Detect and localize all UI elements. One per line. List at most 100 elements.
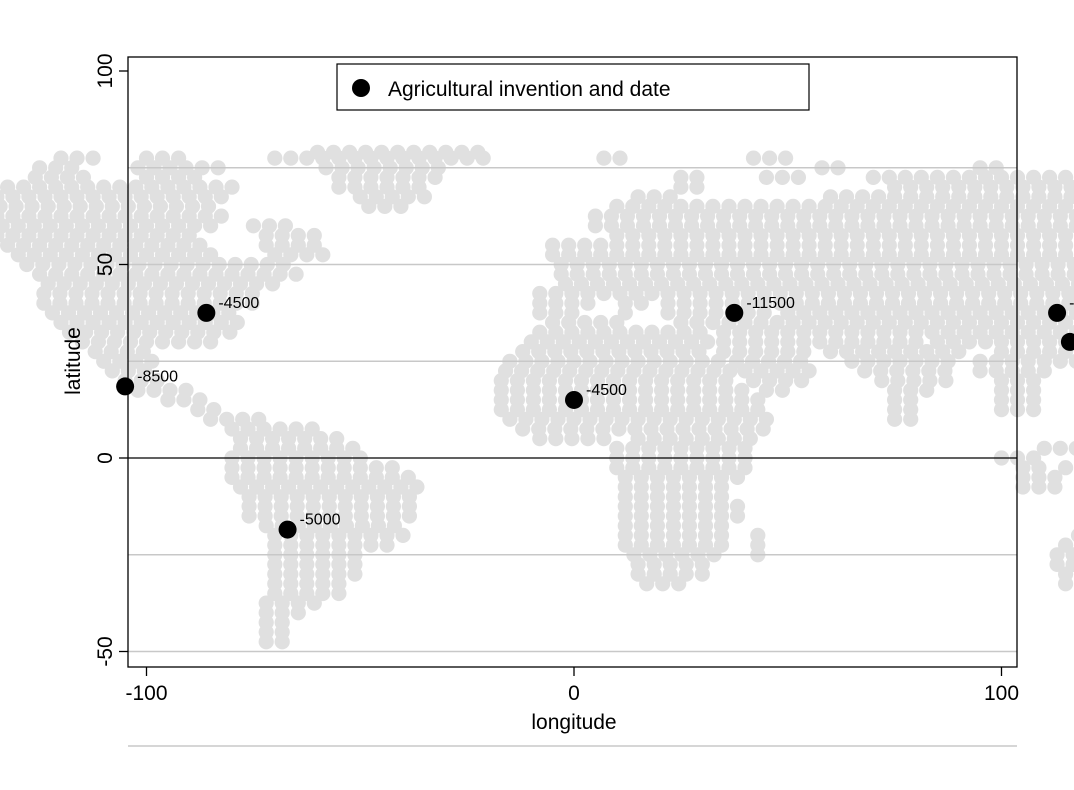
map-dot	[274, 634, 290, 650]
data-point	[565, 390, 583, 409]
y-tick-label: 0	[94, 452, 117, 464]
map-dot	[778, 150, 794, 166]
data-point-label: -8500	[137, 368, 178, 385]
map-dot	[74, 334, 90, 350]
map-dot	[61, 324, 78, 340]
map-dot	[154, 334, 171, 350]
map-dot	[644, 285, 660, 302]
map-dot	[564, 431, 580, 447]
y-tick-label: -50	[94, 636, 117, 666]
map-dot	[1031, 479, 1047, 495]
map-dot	[363, 537, 379, 553]
map-dot	[972, 363, 988, 379]
map-dot	[689, 179, 705, 195]
map-dot	[812, 334, 828, 350]
map-dot	[493, 402, 509, 418]
map-dot	[700, 334, 716, 350]
data-point	[197, 303, 216, 322]
map-dot	[887, 411, 903, 427]
map-dot	[611, 421, 627, 437]
legend-box	[336, 63, 810, 111]
data-point	[116, 377, 135, 396]
map-dot	[203, 411, 219, 427]
map-dot	[258, 634, 274, 650]
map-dot	[617, 537, 633, 553]
map-dot	[745, 150, 762, 166]
map-dot	[822, 344, 839, 360]
map-dot	[633, 295, 649, 311]
map-dot	[203, 334, 219, 350]
map-dot	[639, 576, 655, 592]
data-point	[1048, 303, 1067, 322]
map-dot	[306, 595, 322, 611]
map-dot	[532, 305, 548, 321]
x-tick-label: -100	[125, 682, 167, 705]
map-dot	[903, 411, 919, 427]
map-dot	[1068, 441, 1074, 456]
data-point-label: -5000	[300, 512, 341, 529]
map-dot	[224, 179, 240, 195]
map-dot	[361, 198, 377, 214]
map-dot	[1052, 440, 1068, 456]
map-dot	[0, 198, 8, 214]
map-dot	[31, 266, 48, 282]
map-dot	[245, 218, 261, 234]
map-dot	[1068, 354, 1074, 369]
map-dot	[331, 585, 347, 602]
map-dot	[993, 402, 1010, 418]
map-dot	[267, 150, 283, 166]
x-tick-label: 0	[568, 682, 580, 705]
map-dot	[587, 218, 604, 234]
map-dot	[395, 527, 411, 544]
data-point	[278, 520, 297, 539]
map-dot	[288, 266, 304, 282]
data-point	[1060, 332, 1074, 351]
map-dot	[745, 373, 762, 389]
map-dot	[1015, 479, 1031, 495]
map-dot	[1036, 440, 1052, 456]
grid-lines	[128, 167, 1017, 653]
map-dot	[660, 305, 676, 321]
data-points: -4500-8500-5000-4500-11500-9000-9000	[116, 295, 1074, 539]
map-dot	[176, 392, 192, 408]
x-tick-label: 100	[984, 682, 1019, 705]
legend: Agricultural invention and date	[336, 63, 810, 111]
map-dot	[580, 295, 596, 311]
map-dot	[0, 237, 16, 253]
map-dot	[475, 150, 491, 166]
map-dot	[416, 189, 432, 205]
map-dot	[104, 363, 120, 379]
y-axis-title: latitude	[62, 327, 85, 395]
map-dot	[762, 150, 778, 166]
y-tick-label: 100	[94, 53, 117, 88]
map-dot	[1058, 576, 1074, 592]
map-dot	[331, 179, 347, 195]
map-dot	[258, 518, 274, 534]
map-dot	[265, 276, 281, 292]
map-dot	[794, 373, 810, 389]
map-dot	[790, 169, 807, 185]
map-dot	[241, 508, 257, 524]
map-dot	[171, 334, 187, 350]
map-dot	[596, 150, 612, 166]
map-dot	[548, 431, 564, 447]
map-dot	[655, 576, 671, 592]
map-dot	[1036, 363, 1052, 379]
map-dot	[379, 537, 395, 553]
map-dot	[938, 373, 954, 389]
data-point-label: -4500	[218, 295, 259, 312]
plot-frame	[127, 56, 1018, 668]
map-dot	[755, 421, 771, 437]
map-dot	[160, 392, 176, 408]
map-dot	[443, 150, 459, 166]
map-dot	[393, 198, 409, 214]
map-dot	[874, 373, 890, 389]
map-dot	[187, 334, 203, 350]
map-dot	[190, 402, 206, 418]
map-dot	[545, 247, 561, 263]
map-dot	[977, 334, 994, 350]
map-dot	[1047, 479, 1063, 495]
map-dot	[580, 431, 596, 447]
